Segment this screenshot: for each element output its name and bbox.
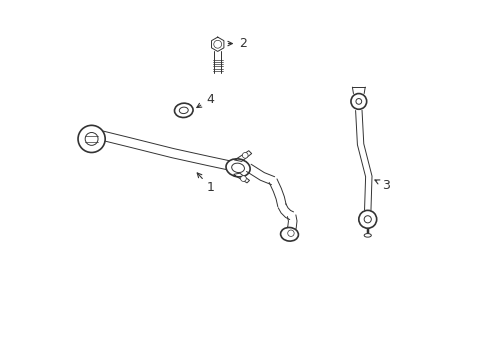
Circle shape — [213, 40, 221, 48]
Ellipse shape — [364, 234, 370, 237]
Text: 1: 1 — [197, 173, 214, 194]
Text: 2: 2 — [227, 37, 246, 50]
Circle shape — [355, 99, 361, 104]
Polygon shape — [355, 110, 371, 211]
Polygon shape — [278, 204, 293, 220]
Polygon shape — [100, 131, 236, 171]
Circle shape — [242, 153, 247, 158]
Ellipse shape — [174, 103, 193, 117]
Ellipse shape — [231, 163, 244, 172]
Polygon shape — [214, 51, 221, 73]
Polygon shape — [211, 37, 224, 51]
Circle shape — [364, 216, 370, 223]
Circle shape — [287, 230, 294, 237]
Text: 3: 3 — [374, 179, 389, 192]
Ellipse shape — [225, 159, 250, 177]
Text: 4: 4 — [197, 93, 213, 108]
Circle shape — [350, 94, 366, 109]
Ellipse shape — [179, 107, 188, 113]
Ellipse shape — [280, 228, 298, 241]
Polygon shape — [233, 173, 249, 183]
Circle shape — [240, 176, 246, 181]
Circle shape — [358, 210, 376, 228]
Circle shape — [85, 132, 98, 145]
Polygon shape — [268, 179, 285, 207]
Polygon shape — [246, 164, 274, 185]
Circle shape — [78, 125, 105, 153]
Polygon shape — [234, 151, 251, 161]
Polygon shape — [285, 215, 296, 233]
